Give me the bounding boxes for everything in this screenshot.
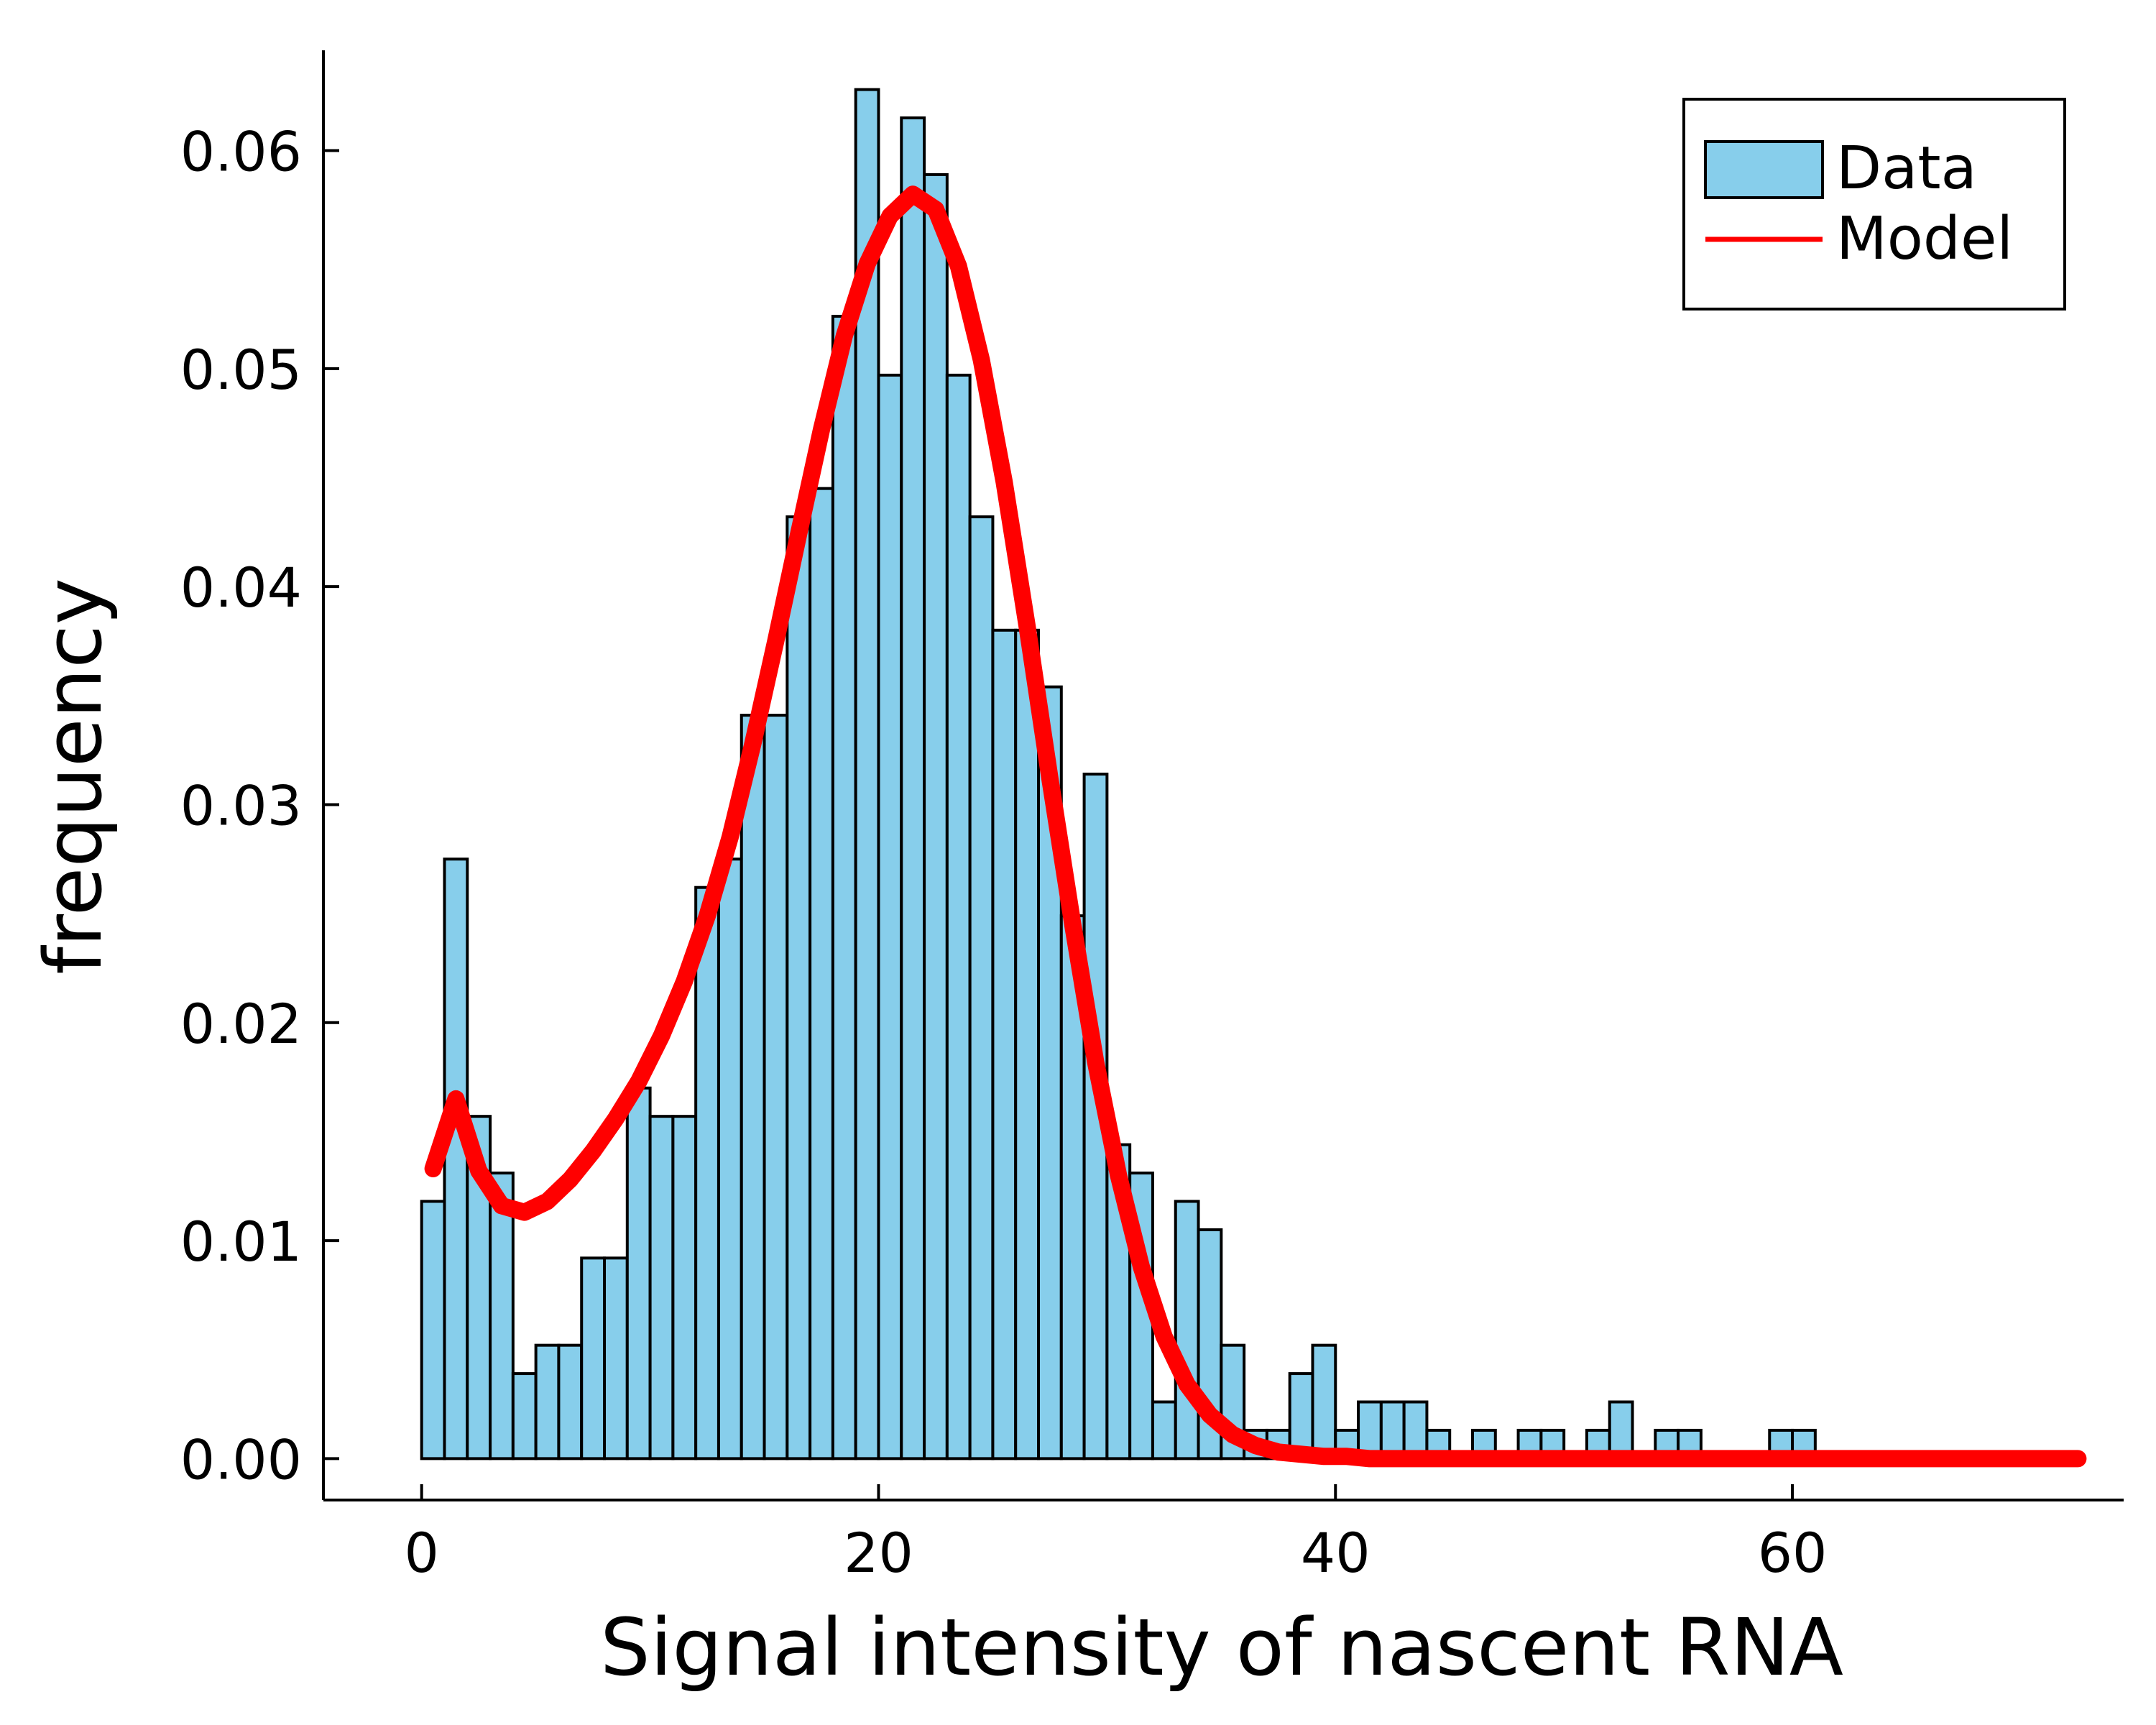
histogram-bar	[511, 1372, 538, 1460]
histogram-bar	[717, 857, 743, 1460]
histogram-bar	[1402, 1400, 1429, 1460]
histogram-bars	[420, 88, 1817, 1460]
legend-data-label: Data	[1836, 134, 1977, 203]
histogram-bar	[763, 714, 789, 1460]
axes: 0 20 40 60 0.00 0.01 0.02 0.03 0.04 0.05 0.06	[180, 50, 2124, 1585]
histogram-bar	[603, 1256, 629, 1460]
histogram-bar	[1014, 628, 1041, 1460]
histogram-bar	[671, 1115, 698, 1460]
histogram-bar	[831, 315, 857, 1460]
legend-model-label: Model	[1836, 205, 2013, 273]
y-tick-label: 0.05	[180, 338, 302, 402]
legend: Data Model	[1682, 98, 2066, 310]
model-line	[424, 185, 2087, 1468]
histogram-bar	[968, 515, 995, 1460]
y-tick-label: 0.00	[180, 1427, 302, 1491]
histogram-bar	[900, 116, 926, 1460]
histogram-bar	[854, 88, 880, 1460]
model-line-layer	[424, 185, 2087, 1468]
histogram-bar	[945, 373, 972, 1460]
x-ticks: 0 20 40 60	[405, 1484, 1828, 1585]
histogram-bar	[489, 1172, 515, 1460]
histogram-bar	[534, 1343, 561, 1460]
histogram-bar	[923, 172, 949, 1460]
x-tick-label: 40	[1301, 1521, 1370, 1585]
x-axis-label: Signal intensity of nascent RNA	[600, 1601, 1843, 1693]
x-tick-label: 0	[405, 1521, 439, 1585]
x-tick-label: 20	[844, 1521, 913, 1585]
legend-data-swatch	[1704, 140, 1824, 199]
histogram-bar	[648, 1115, 675, 1460]
y-tick-label: 0.02	[180, 992, 302, 1056]
histogram-bar	[625, 1086, 652, 1460]
histogram-bar	[694, 886, 720, 1460]
histogram-bar	[786, 515, 812, 1460]
histogram-bar	[740, 714, 766, 1460]
histogram-bar	[877, 373, 903, 1460]
y-tick-label: 0.06	[180, 120, 302, 184]
y-tick-label: 0.01	[180, 1210, 302, 1274]
legend-box	[1682, 98, 2066, 310]
x-tick-label: 60	[1758, 1521, 1828, 1585]
histogram-bar	[808, 487, 834, 1460]
y-tick-label: 0.04	[180, 556, 302, 620]
histogram-bar	[1311, 1343, 1337, 1460]
histogram-bar	[557, 1343, 584, 1460]
histogram-bar	[991, 628, 1018, 1460]
histogram-bar	[580, 1256, 607, 1460]
y-tick-label: 0.03	[180, 773, 302, 837]
y-ticks: 0.00 0.01 0.02 0.03 0.04 0.05 0.06	[180, 120, 339, 1491]
histogram-bar	[1608, 1400, 1634, 1460]
histogram-bar	[420, 1200, 446, 1460]
histogram-bar	[1151, 1400, 1177, 1460]
histogram-bar	[443, 857, 469, 1460]
histogram-bar	[1174, 1200, 1200, 1460]
y-axis-label: frequency	[27, 578, 119, 975]
